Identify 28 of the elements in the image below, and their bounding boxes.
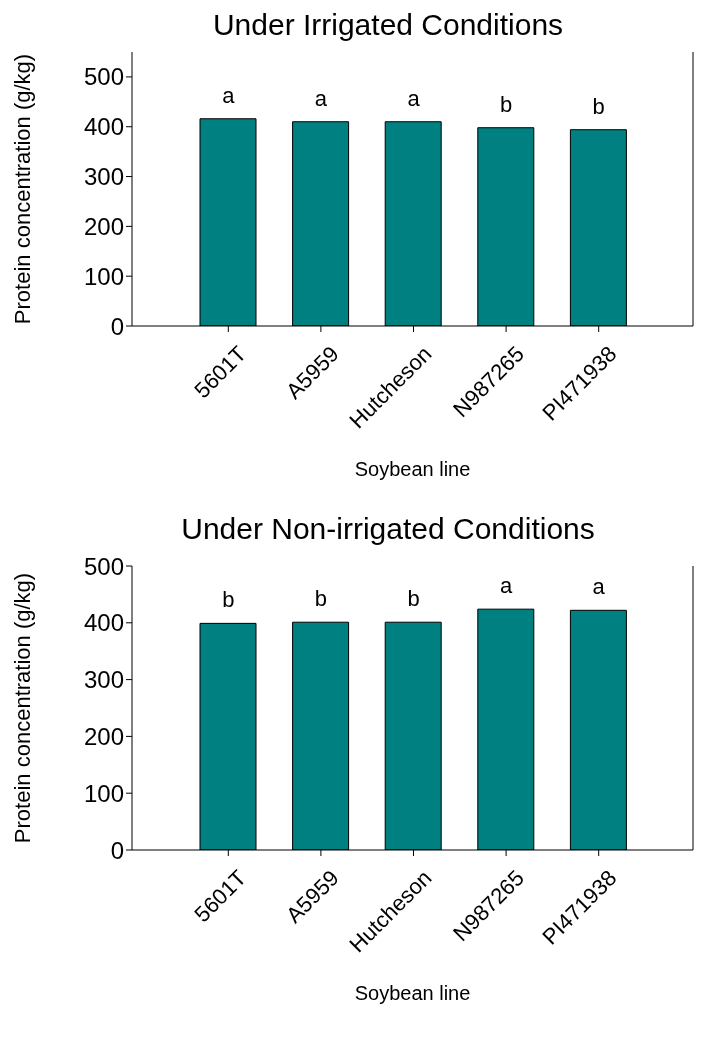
y-tick-label: 400: [83, 113, 124, 141]
annotation: b: [592, 93, 605, 119]
y-axis-title: Protein concentration (g/kg): [9, 572, 35, 844]
y-tick-label: 200: [83, 212, 124, 240]
chart-title: Under Irrigated Conditions: [211, 8, 565, 42]
annotation: b: [222, 587, 235, 613]
y-tick-label: 400: [83, 609, 124, 637]
annotation: a: [407, 85, 421, 111]
annotation: b: [314, 586, 328, 612]
annotation: a: [314, 85, 328, 111]
annotation: b: [499, 91, 513, 117]
y-tick-label: 300: [83, 666, 124, 694]
y-tick-label: 200: [83, 722, 124, 750]
y-tick-label: 100: [83, 262, 124, 290]
x-axis-title: Soybean line: [354, 982, 471, 1004]
chart-title: Under Non-irrigated Conditions: [180, 512, 596, 546]
y-tick-label: 100: [83, 779, 124, 807]
annotation: a: [592, 574, 606, 600]
y-tick-label: 500: [83, 63, 124, 91]
annotation: a: [222, 82, 236, 108]
y-tick-label: 0: [110, 836, 124, 864]
annotation: a: [499, 573, 513, 599]
y-tick-label: 0: [110, 312, 124, 340]
x-axis-title: Soybean line: [354, 458, 471, 480]
annotation: b: [407, 586, 420, 612]
y-tick-label: 500: [83, 552, 124, 580]
y-axis-title: Protein concentration (g/kg): [9, 53, 35, 325]
y-tick-label: 300: [83, 163, 124, 191]
